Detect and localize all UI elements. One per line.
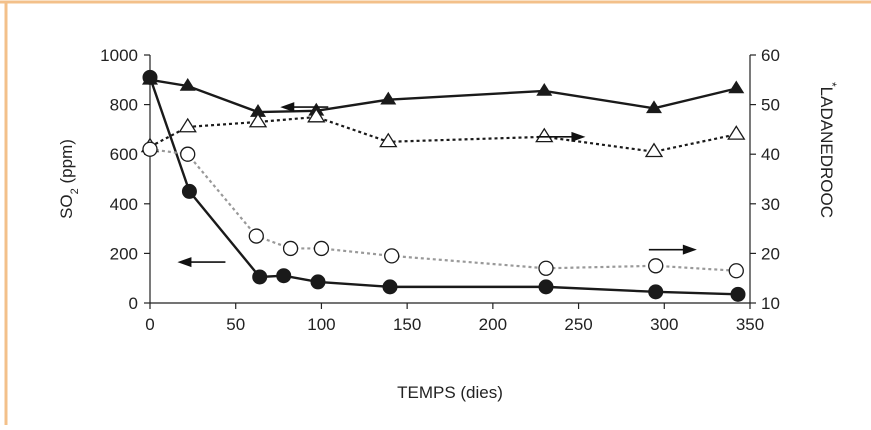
- right-y-tick-label: 60: [761, 46, 780, 65]
- ticks: 0 50 100 150 200 250 300 350 0 200 400 600 800 1000 10…: [100, 46, 780, 334]
- left-y-tick-label: 200: [110, 244, 138, 263]
- left-y-axis-title-subscript: 2: [69, 188, 81, 194]
- left-y-tick-label: 600: [110, 145, 138, 164]
- data-point: [248, 228, 264, 244]
- data-point: [727, 125, 746, 140]
- right-y-tick-label: 10: [761, 294, 780, 313]
- series-line: [149, 115, 737, 153]
- right-y-axis-title: *LADANEDROOC: [817, 82, 839, 218]
- data-point: [307, 107, 326, 123]
- data-point: [178, 117, 197, 133]
- data-point: [538, 279, 554, 295]
- x-tick-label: 250: [564, 315, 592, 334]
- data-point: [535, 127, 554, 143]
- left-y-axis-title-base: SO: [57, 194, 76, 219]
- left-y-tick-label: 1000: [100, 46, 138, 65]
- right-y-tick-label: 20: [761, 244, 780, 263]
- data-point: [181, 183, 197, 199]
- right-y-axis-title-text: LADANEDROOC: [817, 87, 836, 218]
- right-y-tick-label: 30: [761, 195, 780, 214]
- series-2: [142, 69, 746, 302]
- data-point: [380, 91, 397, 105]
- data-point: [276, 268, 292, 284]
- series-3: [142, 141, 744, 279]
- data-point: [648, 258, 664, 274]
- data-point: [310, 274, 326, 290]
- left-y-tick-label: 800: [110, 96, 138, 115]
- arrow-left-icon: [280, 102, 329, 113]
- data-point: [538, 260, 554, 276]
- data-point: [730, 286, 746, 302]
- data-point: [644, 142, 664, 158]
- right-y-tick-label: 50: [761, 96, 780, 115]
- series-0: [142, 71, 745, 117]
- x-tick-label: 50: [226, 315, 245, 334]
- data-point: [536, 82, 553, 96]
- series-layer: [140, 69, 746, 302]
- x-tick-label: 350: [736, 315, 764, 334]
- data-point: [252, 269, 268, 285]
- data-point: [313, 240, 330, 257]
- arrow-right-icon: [648, 244, 697, 255]
- series-line: [149, 78, 737, 114]
- x-axis-title: TEMPS (dies): [397, 383, 503, 402]
- data-point: [379, 132, 398, 148]
- data-point: [180, 146, 196, 162]
- annotation-arrows: [177, 102, 697, 268]
- data-point: [384, 248, 400, 264]
- data-point: [142, 69, 158, 85]
- data-point: [248, 112, 268, 128]
- data-point: [179, 78, 196, 91]
- series-1: [140, 107, 746, 158]
- data-point: [250, 104, 266, 117]
- left-y-axis-title-unit: (ppm): [57, 139, 76, 188]
- x-tick-label: 200: [479, 315, 507, 334]
- right-y-axis-title-asterisk: *: [825, 82, 839, 87]
- data-point: [382, 279, 398, 295]
- data-point: [728, 80, 745, 94]
- data-point: [646, 100, 662, 114]
- arrow-right-icon: [537, 131, 586, 142]
- data-point: [142, 141, 158, 157]
- arrow-left-icon: [177, 257, 226, 268]
- right-y-tick-label: 40: [761, 145, 780, 164]
- data-point: [728, 263, 744, 279]
- x-tick-label: 300: [650, 315, 678, 334]
- data-point: [282, 240, 299, 257]
- x-tick-label: 100: [307, 315, 335, 334]
- x-tick-label: 150: [393, 315, 421, 334]
- left-y-tick-label: 0: [129, 294, 138, 313]
- series-line: [149, 148, 737, 272]
- left-y-tick-label: 400: [110, 195, 138, 214]
- left-y-axis-title: SO2 (ppm): [57, 139, 81, 219]
- x-tick-label: 0: [145, 315, 154, 334]
- axes: [149, 55, 751, 304]
- data-point: [648, 284, 664, 300]
